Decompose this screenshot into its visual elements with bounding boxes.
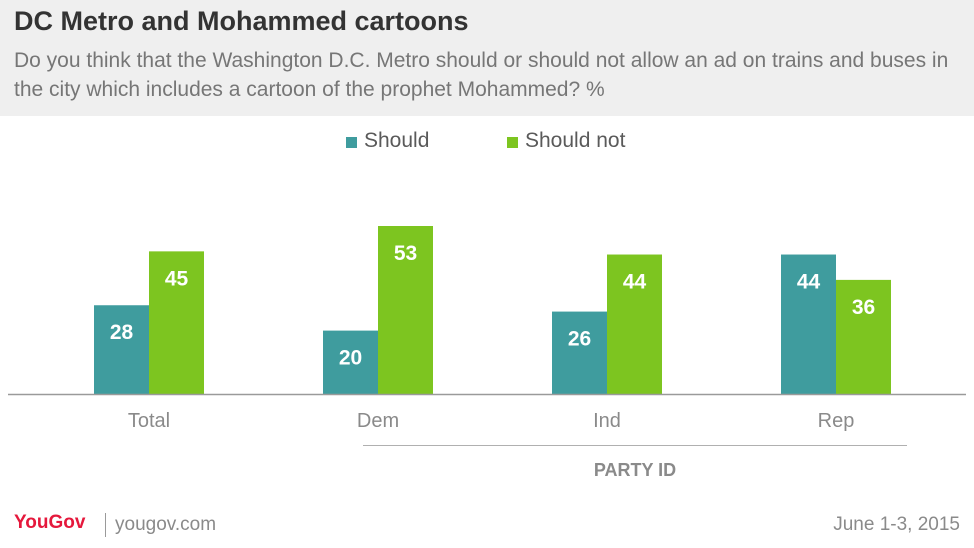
data-label-rep-should-not: 36: [852, 296, 875, 319]
legend: Should Should not: [0, 127, 974, 157]
bar-dem-should: [323, 330, 378, 394]
x-tick-label-dem: Dem: [357, 410, 399, 432]
x-tick-label-rep: Rep: [818, 410, 855, 432]
legend-label-should-not: Should not: [525, 129, 626, 152]
data-label-total-should-not: 45: [165, 267, 189, 290]
data-label-rep-should: 44: [797, 271, 821, 294]
bar-total-should: [94, 305, 149, 394]
footer-date: June 1-3, 2015: [833, 514, 960, 535]
data-label-dem-should-not: 53: [394, 242, 417, 265]
bar-rep-should: [781, 254, 836, 394]
data-label-ind-should: 26: [568, 328, 591, 351]
x-tick-label-total: Total: [128, 410, 170, 432]
data-label-ind-should-not: 44: [623, 271, 647, 294]
legend-label-should: Should: [364, 129, 430, 152]
x-tick-label-ind: Ind: [593, 410, 621, 432]
yougov-logo: YouGov: [14, 512, 86, 533]
header-band: DC Metro and Mohammed cartoons Do you th…: [0, 0, 974, 116]
footer-site: yougov.com: [115, 514, 217, 535]
bar-total-should-not: [149, 251, 204, 394]
footer-divider: [105, 513, 106, 537]
bar-ind-should: [552, 311, 607, 394]
chart-subtitle: Do you think that the Washington D.C. Me…: [14, 49, 949, 101]
data-label-total-should: 28: [110, 321, 134, 344]
legend-swatch-should: [346, 137, 357, 148]
group-label-party-id: PARTY ID: [594, 460, 676, 480]
data-label-dem-should: 20: [339, 347, 362, 370]
bar-rep-should-not: [836, 279, 891, 394]
chart-title: DC Metro and Mohammed cartoons: [14, 6, 469, 36]
bar-ind-should-not: [607, 254, 662, 394]
bar-dem-should-not: [378, 226, 433, 394]
legend-swatch-should-not: [507, 137, 518, 148]
